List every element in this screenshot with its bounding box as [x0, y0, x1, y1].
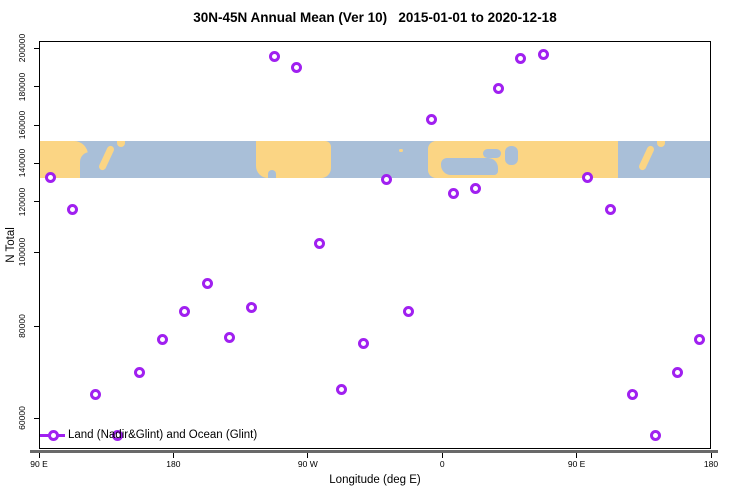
data-point	[492, 83, 504, 95]
data-point	[268, 50, 280, 62]
y-tick-label: 160000	[17, 110, 27, 140]
x-tick-mark	[172, 453, 174, 458]
x-tick-mark	[38, 453, 40, 458]
ocean-shape	[80, 152, 102, 178]
data-point	[179, 306, 191, 318]
y-tick-mark	[34, 201, 39, 202]
y-tick-label: 60000	[17, 406, 27, 430]
y-tick-mark	[34, 162, 39, 164]
data-point	[447, 188, 459, 200]
land-shape	[657, 141, 665, 147]
x-axis-thick-line	[30, 450, 718, 453]
x-tick-label: 90 E	[30, 459, 48, 469]
y-tick-mark	[34, 417, 39, 419]
y-tick-mark	[34, 86, 39, 87]
x-tick-label: 180	[703, 459, 719, 469]
data-point	[223, 331, 235, 343]
x-tick-label: 90 W	[297, 459, 318, 469]
data-point	[425, 113, 437, 125]
ocean-shape	[505, 146, 518, 165]
data-point	[649, 429, 661, 441]
legend-label: Land (Nadir&Glint) and Ocean (Glint)	[68, 429, 258, 441]
data-point	[694, 334, 706, 346]
x-tick-label: 90 E	[567, 459, 586, 469]
y-tick-label: 100000	[17, 237, 27, 267]
data-point	[156, 334, 168, 346]
data-point	[134, 366, 146, 378]
data-point	[627, 388, 639, 400]
data-point	[671, 366, 683, 378]
data-point	[358, 338, 370, 350]
land-shape	[39, 141, 88, 178]
data-point	[44, 171, 56, 183]
plot-area-border	[39, 41, 711, 449]
data-point	[582, 171, 594, 183]
y-tick-label: 180000	[17, 72, 27, 101]
x-tick-mark	[441, 453, 443, 458]
y-tick-label: 200000	[17, 33, 27, 63]
y-tick-mark	[34, 251, 39, 253]
data-point	[111, 429, 123, 441]
land-shape	[117, 141, 125, 147]
ocean-shape	[441, 158, 498, 175]
data-point	[604, 203, 616, 215]
data-point	[89, 388, 101, 400]
x-tick-mark	[576, 453, 578, 458]
ocean-shape	[620, 150, 642, 178]
data-point	[291, 61, 303, 73]
data-point	[380, 174, 392, 186]
y-tick-label: 140000	[17, 148, 27, 178]
legend-point-icon	[48, 430, 59, 441]
y-tick-label: 80000	[17, 314, 27, 338]
data-point	[313, 238, 325, 250]
data-point	[403, 306, 415, 318]
x-axis-label: Longitude (deg E)	[329, 474, 421, 486]
data-point	[335, 384, 347, 396]
y-tick-mark	[34, 325, 39, 327]
data-point	[515, 52, 527, 64]
chart-title: 30N-45N Annual Mean (Ver 10) 2015-01-01 …	[193, 10, 557, 25]
land-shape	[399, 149, 403, 152]
data-point	[67, 203, 79, 215]
y-axis-label: N Total	[5, 227, 17, 263]
y-tick-label: 120000	[17, 187, 27, 216]
data-point	[537, 49, 549, 61]
map-band	[39, 141, 711, 178]
ocean-shape	[483, 149, 501, 158]
x-tick-label: 0	[439, 459, 445, 469]
x-tick-mark	[307, 453, 309, 458]
y-tick-mark	[34, 124, 39, 126]
data-point	[246, 302, 258, 314]
data-point	[470, 183, 482, 195]
ocean-shape	[268, 170, 276, 178]
data-point	[201, 277, 213, 289]
x-tick-mark	[710, 453, 712, 458]
x-tick-label: 180	[166, 459, 181, 469]
y-tick-mark	[34, 47, 39, 49]
